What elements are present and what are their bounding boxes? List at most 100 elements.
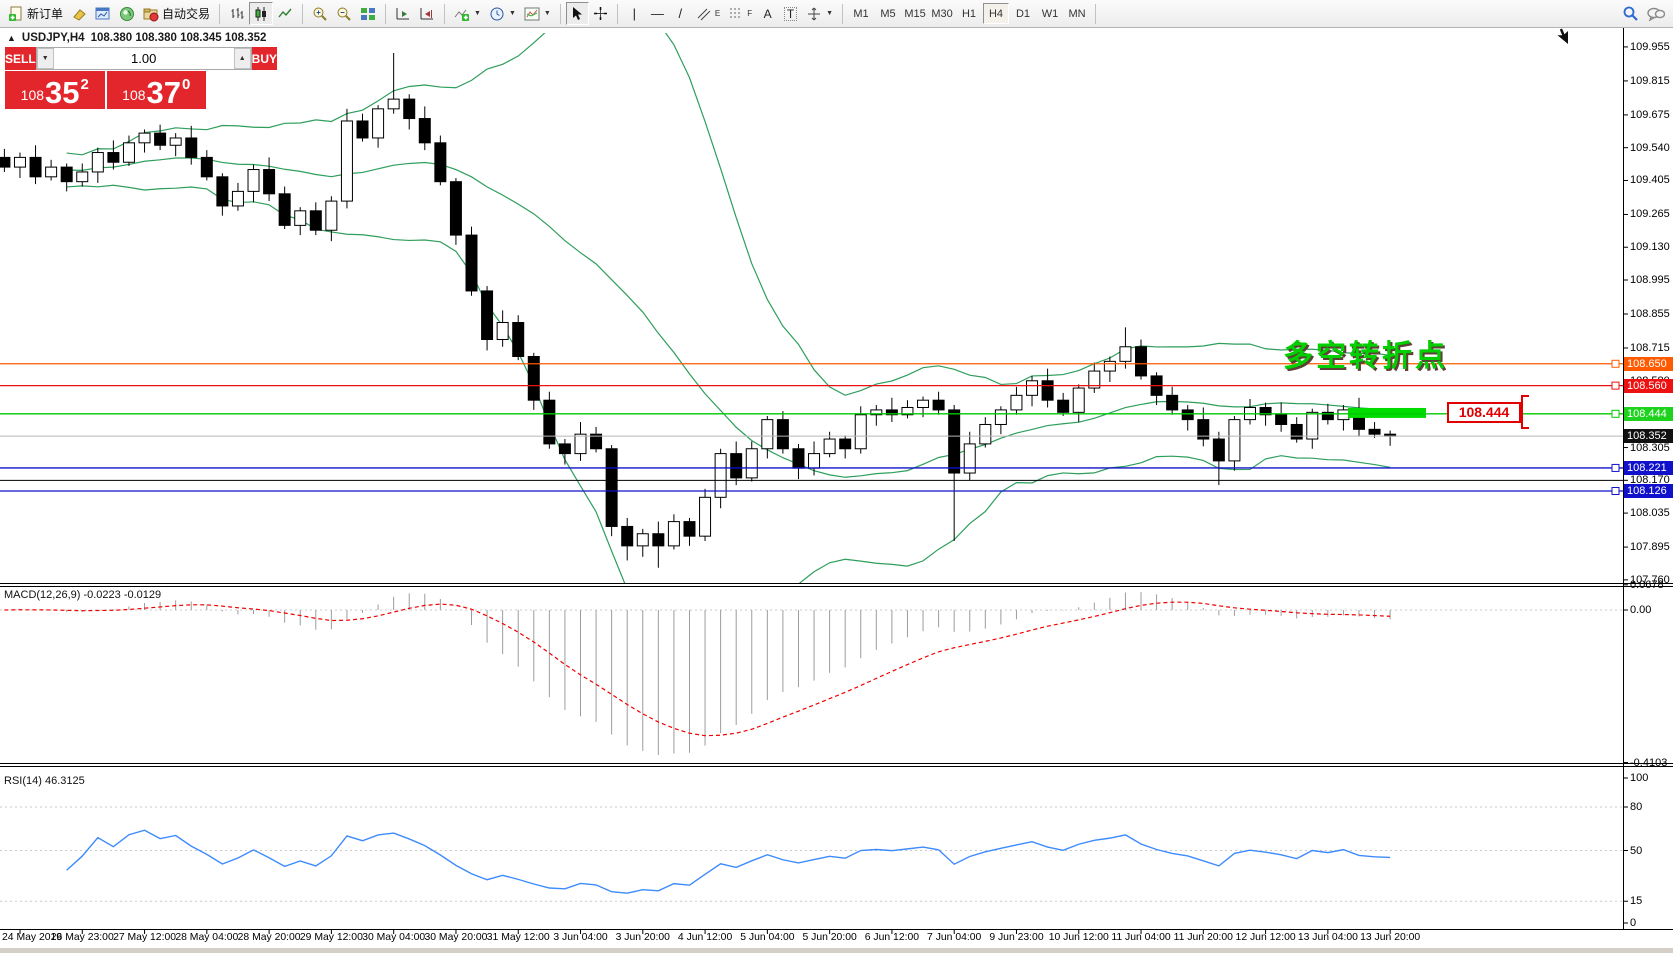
- timeframe-m15-button[interactable]: M15: [904, 7, 926, 20]
- sell-price-box[interactable]: 108 35 2: [5, 71, 105, 109]
- candle-body: [107, 152, 120, 163]
- cursor-button[interactable]: [565, 2, 589, 25]
- vertical-line-button[interactable]: |: [623, 2, 646, 25]
- timeframe-m5-button[interactable]: M5: [880, 7, 896, 20]
- timeframe-d1-button[interactable]: D1: [1015, 7, 1031, 20]
- timeframe-m30-button[interactable]: M30: [931, 7, 953, 20]
- candle-body: [823, 438, 836, 455]
- templates-button[interactable]: ▼: [520, 2, 555, 25]
- eraser-button[interactable]: [67, 2, 91, 25]
- candle-body: [481, 290, 494, 340]
- timeframe-m1-button[interactable]: M1: [853, 7, 869, 20]
- timeframe-mn-button[interactable]: MN: [1068, 7, 1086, 20]
- new-order-button[interactable]: 新订单: [4, 2, 67, 25]
- label-button[interactable]: T: [779, 2, 802, 25]
- charts-window-button[interactable]: [91, 2, 115, 25]
- hline-handle[interactable]: [1611, 359, 1620, 368]
- candle-body: [652, 533, 665, 547]
- toolbar-separator: [842, 3, 844, 24]
- autotrading-icon: [143, 8, 159, 21]
- buy-button[interactable]: BUY: [251, 47, 278, 70]
- signal-button[interactable]: [115, 2, 139, 25]
- chat-icon: [1647, 7, 1665, 21]
- candle-body: [13, 156, 26, 168]
- bollinger-middle-band: [66, 157, 1391, 478]
- vertical-line-icon: |: [632, 6, 637, 21]
- line-chart-type-button[interactable]: [273, 2, 297, 25]
- candle-body: [372, 108, 385, 139]
- indicators-button[interactable]: ▼: [450, 2, 485, 25]
- dropdown-arrow-icon: ▼: [508, 10, 516, 17]
- periods-button[interactable]: ▼: [485, 2, 520, 25]
- timeframe-h1-button[interactable]: H1: [961, 7, 977, 20]
- auto-scroll-icon: [396, 7, 410, 19]
- chart-text-annotation[interactable]: 多空转折点: [1283, 340, 1448, 373]
- highlight-zone[interactable]: [1348, 407, 1426, 418]
- channel-button[interactable]: E: [692, 2, 724, 25]
- candle-body: [699, 496, 712, 537]
- candle-body: [465, 234, 478, 292]
- chart-title: ▲ USDJPY,H4 108.380 108.380 108.345 108.…: [7, 32, 266, 44]
- candle-body: [1275, 414, 1288, 425]
- fibonacci-button[interactable]: F: [724, 2, 756, 25]
- sell-button[interactable]: SELL: [5, 47, 36, 70]
- hline-handle[interactable]: [1611, 381, 1620, 390]
- chart-shift-button[interactable]: [415, 2, 439, 25]
- bollinger-upper-band: [66, 33, 1391, 396]
- crosshair-icon: [593, 7, 607, 20]
- candle-body: [558, 443, 571, 455]
- channel-icon: [697, 8, 711, 20]
- candle-body: [730, 453, 743, 479]
- candle-body: [200, 156, 213, 178]
- candle-body: [185, 137, 198, 158]
- toolbar-separator: [444, 3, 446, 24]
- candle-body: [776, 419, 789, 450]
- arrows-button[interactable]: ▼: [802, 2, 837, 25]
- horizontal-line-button[interactable]: —: [646, 2, 669, 25]
- candle-body: [1088, 370, 1101, 389]
- candle-body: [932, 399, 945, 411]
- timeframe-h4-button[interactable]: H4: [983, 3, 1010, 24]
- templates-icon: [524, 7, 540, 20]
- buy-price-box[interactable]: 108 37 0: [106, 71, 206, 109]
- arrows-icon: [808, 7, 821, 20]
- candle-chart-type-button[interactable]: [249, 2, 274, 25]
- trendline-button[interactable]: /: [669, 2, 692, 25]
- text-button[interactable]: A: [756, 2, 779, 25]
- auto-scroll-button[interactable]: [391, 2, 415, 25]
- candle-body: [1321, 411, 1334, 421]
- bar-chart-type-button[interactable]: [225, 2, 249, 25]
- expand-arrow-icon[interactable]: ▲: [7, 33, 16, 43]
- search-button[interactable]: [1618, 2, 1643, 25]
- candle-body: [792, 448, 805, 469]
- zoom-in-button[interactable]: [308, 2, 332, 25]
- candle-body: [590, 433, 603, 450]
- candle-body: [216, 176, 229, 207]
- crosshair-button[interactable]: [589, 2, 612, 25]
- hline-handle[interactable]: [1611, 487, 1620, 496]
- candle-body: [994, 409, 1007, 425]
- timeframe-w1-button[interactable]: W1: [1041, 7, 1059, 20]
- candle-chart-type-icon: [255, 6, 267, 21]
- chart-window[interactable]: ▲ USDJPY,H4 108.380 108.380 108.345 108.…: [0, 28, 1673, 953]
- volume-increase-button[interactable]: ▲: [233, 48, 251, 69]
- candle-body: [45, 166, 58, 178]
- window-edge: [0, 948, 1673, 953]
- chat-button[interactable]: [1643, 2, 1669, 25]
- hline-handle[interactable]: [1611, 463, 1620, 472]
- candle-body: [1135, 346, 1148, 377]
- zoom-out-button[interactable]: [332, 2, 356, 25]
- volume-input[interactable]: [53, 48, 234, 69]
- candle-body: [745, 448, 758, 479]
- ohlc-values: 108.380 108.380 108.345 108.352: [90, 32, 267, 44]
- candle-body: [122, 142, 135, 163]
- volume-decrease-button[interactable]: ▼: [36, 48, 54, 69]
- chart-canvas[interactable]: [0, 28, 1673, 953]
- hline-handle[interactable]: [1611, 409, 1620, 418]
- candle-body: [917, 399, 930, 408]
- toolbar-separator: [302, 3, 304, 24]
- tile-windows-button[interactable]: [356, 2, 380, 25]
- autotrading-button[interactable]: 自动交易: [139, 2, 214, 25]
- price-callout-label[interactable]: 108.444: [1447, 402, 1521, 423]
- candle-body: [1026, 380, 1039, 396]
